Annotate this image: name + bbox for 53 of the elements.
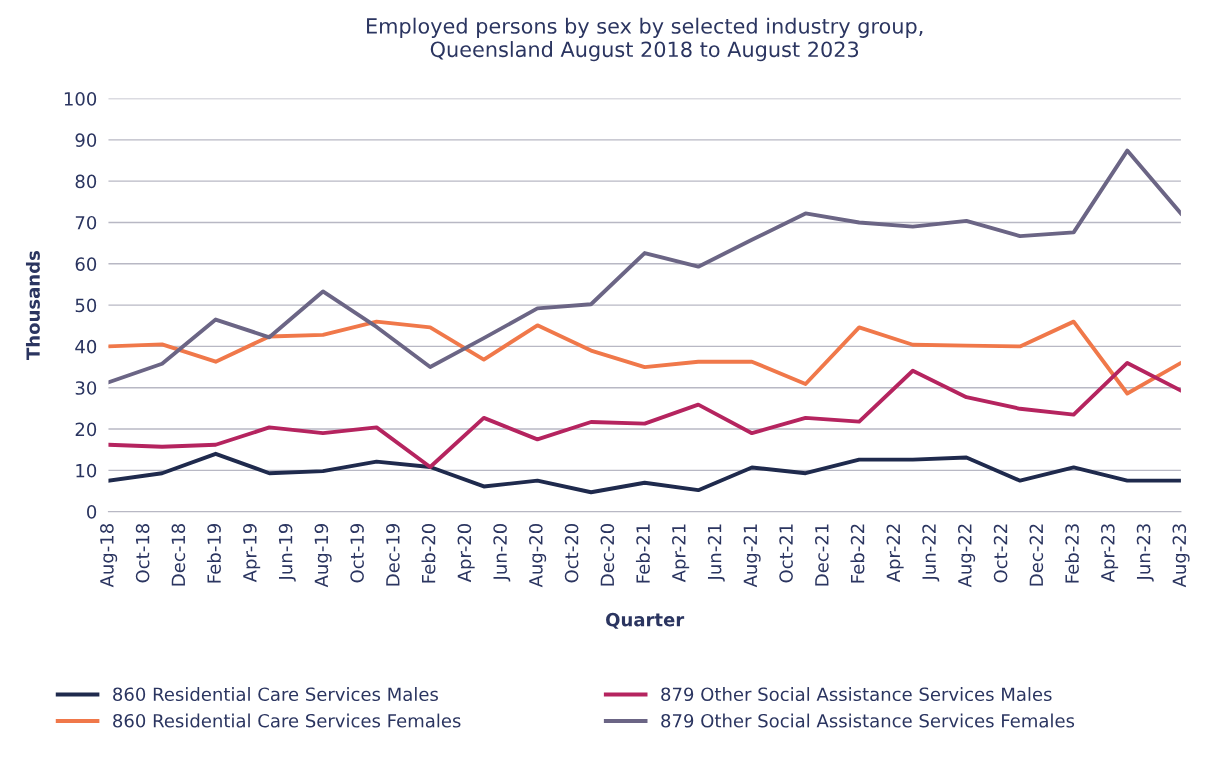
x-tick-label: Feb-21 [635, 524, 650, 583]
x-tick-label: Apr-23 [1100, 524, 1119, 583]
line-series [108, 319, 1181, 396]
legend-label: 879 Other Social Assistance Services Males [661, 687, 1052, 702]
x-tick-label: Dec-19 [386, 524, 400, 586]
x-tick-label: Jun-23 [1136, 524, 1154, 582]
x-tick-label: Feb-23 [1064, 524, 1079, 583]
x-tick-label: Apr-21 [672, 524, 690, 583]
y-tick-label: 10 [76, 463, 97, 478]
x-tick-label: Oct-18 [135, 524, 150, 583]
y-tick-label: 80 [75, 174, 97, 189]
x-tick-label: Oct-20 [564, 523, 579, 583]
line-series [108, 451, 1181, 495]
y-tick-label: 0 [87, 505, 97, 519]
y-axis-title: Thousands [25, 251, 40, 360]
x-tick-label: Jun-22 [922, 524, 940, 582]
y-tick-label: 90 [75, 133, 97, 147]
x-tick-label: Dec-20 [600, 523, 615, 586]
x-tick-label: Jun-19 [278, 524, 296, 582]
x-tick-label: Feb-20 [421, 523, 436, 583]
x-tick-label: Dec-18 [171, 524, 186, 586]
line-series [108, 148, 1181, 385]
y-tick-label: 100 [64, 92, 97, 106]
line-series [108, 360, 1181, 469]
x-tick-label: Aug-22 [957, 524, 976, 588]
x-tick-label: Aug-20 [529, 523, 547, 588]
y-tick-label: 50 [75, 298, 97, 313]
legend-label: 860 Residential Care Services Males [113, 687, 438, 702]
x-tick-label: Feb-19 [206, 524, 221, 583]
x-tick-label: Oct-22 [993, 524, 1008, 583]
legend-label: 879 Other Social Assistance Services Females [661, 713, 1075, 728]
x-tick-label: Aug-21 [743, 524, 761, 588]
x-tick-label: Jun-21 [707, 524, 725, 582]
y-tick-label: 70 [75, 215, 97, 230]
x-axis-title: Quarter [606, 612, 685, 629]
x-tick-label: Jun-20 [493, 523, 511, 582]
x-tick-label: Dec-21 [815, 524, 829, 586]
x-tick-label: Feb-22 [850, 524, 865, 583]
x-tick-label: Aug-18 [100, 524, 118, 588]
chart-title: Employed persons by sex by selected industry group, Queensland August 2018 to August 2023 [367, 17, 923, 62]
x-tick-label: Apr-22 [886, 524, 904, 583]
x-tick-label: Aug-23 [1172, 524, 1190, 588]
y-tick-label: 60 [75, 257, 97, 271]
y-tick-label: 30 [75, 381, 97, 395]
x-tick-label: Dec-22 [1029, 524, 1044, 586]
x-tick-label: Aug-19 [314, 524, 332, 588]
x-tick-label: Oct-19 [350, 524, 364, 583]
y-tick-label: 20 [75, 422, 97, 437]
x-tick-label: Apr-20 [457, 523, 475, 583]
legend-label: 860 Residential Care Services Females [113, 713, 461, 728]
x-tick-label: Oct-21 [779, 524, 793, 583]
x-tick-label: Apr-19 [243, 524, 261, 583]
y-tick-label: 40 [75, 339, 97, 354]
